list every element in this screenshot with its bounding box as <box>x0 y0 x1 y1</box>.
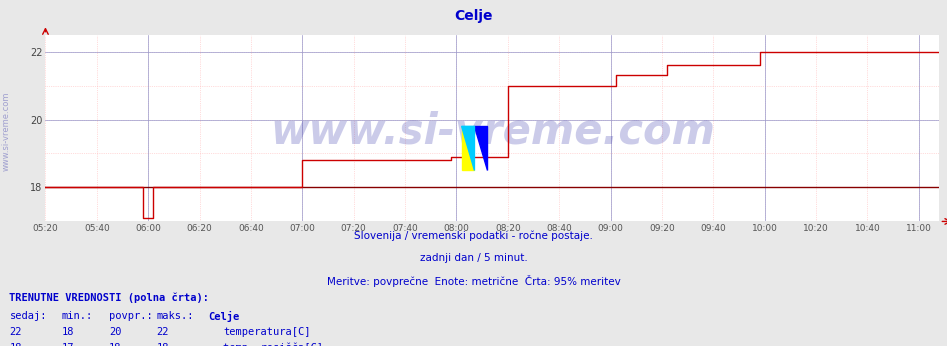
Text: temperatura[C]: temperatura[C] <box>223 327 311 337</box>
Text: zadnji dan / 5 minut.: zadnji dan / 5 minut. <box>420 253 527 263</box>
Text: 18: 18 <box>9 343 22 346</box>
Text: www.si-vreme.com: www.si-vreme.com <box>270 111 715 153</box>
Text: 17: 17 <box>62 343 74 346</box>
Text: 22: 22 <box>9 327 22 337</box>
Text: min.:: min.: <box>62 311 93 321</box>
Text: maks.:: maks.: <box>156 311 194 321</box>
Text: Meritve: povprečne  Enote: metrične  Črta: 95% meritev: Meritve: povprečne Enote: metrične Črta:… <box>327 275 620 287</box>
Polygon shape <box>461 126 474 171</box>
Text: 18: 18 <box>62 327 74 337</box>
Text: povpr.:: povpr.: <box>109 311 152 321</box>
Polygon shape <box>461 126 474 171</box>
Polygon shape <box>474 126 488 171</box>
Text: temp. rosišča[C]: temp. rosišča[C] <box>223 343 324 346</box>
Text: 20: 20 <box>109 327 121 337</box>
Text: Slovenija / vremenski podatki - ročne postaje.: Slovenija / vremenski podatki - ročne po… <box>354 230 593 240</box>
Text: 18: 18 <box>109 343 121 346</box>
Text: Celje: Celje <box>208 311 240 322</box>
Text: 22: 22 <box>156 327 169 337</box>
Text: 18: 18 <box>156 343 169 346</box>
Text: Celje: Celje <box>455 9 492 22</box>
Text: sedaj:: sedaj: <box>9 311 47 321</box>
Text: www.si-vreme.com: www.si-vreme.com <box>1 92 10 171</box>
Text: TRENUTNE VREDNOSTI (polna črta):: TRENUTNE VREDNOSTI (polna črta): <box>9 292 209 303</box>
